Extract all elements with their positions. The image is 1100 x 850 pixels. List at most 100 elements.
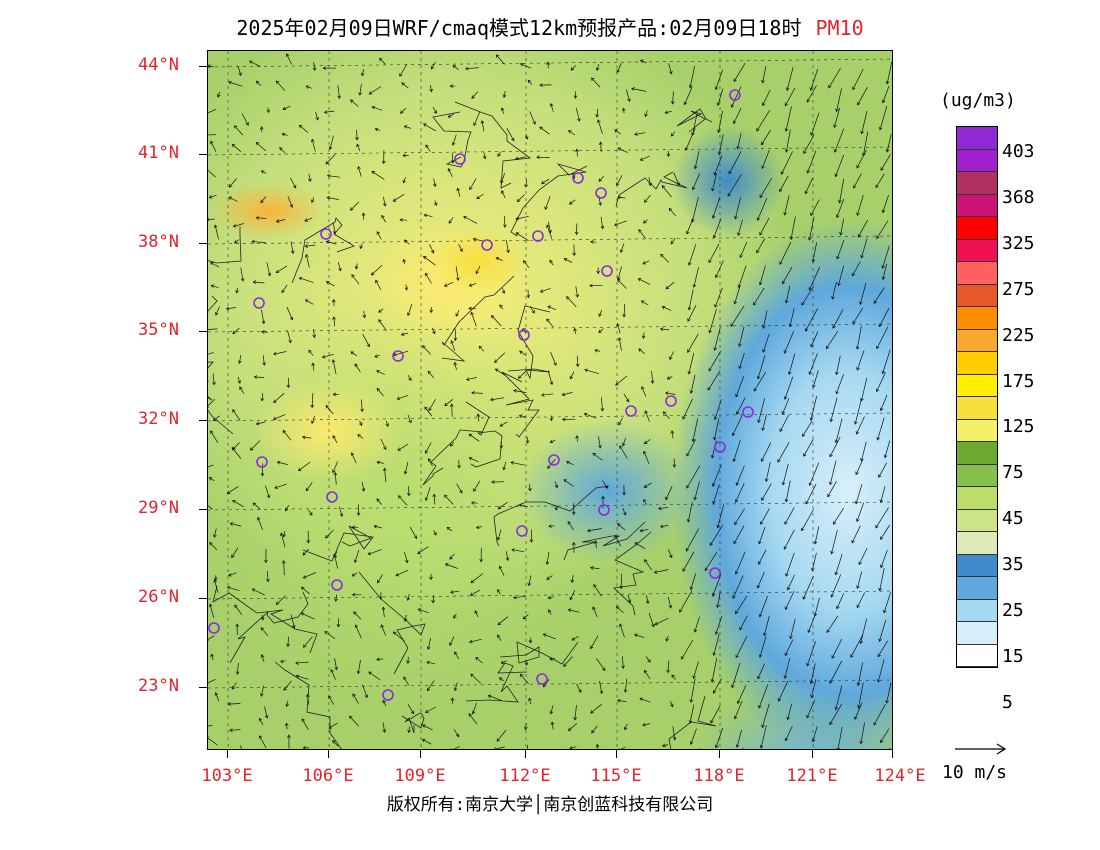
wind-arrowhead <box>328 695 332 699</box>
wind-vector <box>280 660 286 663</box>
wind-vector <box>241 113 249 126</box>
wind-arrowhead <box>660 253 664 258</box>
wind-arrowhead <box>602 667 606 671</box>
wind-arrowhead <box>529 539 534 543</box>
wind-arrowhead <box>325 404 330 409</box>
wind-arrowhead <box>550 721 555 725</box>
wind-arrowhead <box>356 512 361 516</box>
wind-arrowhead <box>856 682 861 687</box>
wind-arrowhead <box>618 623 623 628</box>
wind-vector <box>451 340 455 351</box>
wind-vector <box>311 197 315 203</box>
wind-arrowhead <box>361 488 366 492</box>
wind-arrowhead <box>422 345 426 349</box>
wind-vector <box>634 542 646 549</box>
wind-vector <box>276 595 286 605</box>
wind-vector <box>548 609 552 615</box>
wind-vector <box>591 725 598 734</box>
wind-arrowhead <box>422 724 426 728</box>
wind-arrowhead <box>455 313 459 317</box>
wind-vector <box>562 392 573 396</box>
lon-tick <box>525 750 526 758</box>
wind-arrowhead <box>712 690 717 694</box>
wind-vector <box>481 120 485 132</box>
wind-vector <box>261 309 265 324</box>
boundary-line <box>507 305 551 380</box>
wind-arrowhead <box>645 600 650 605</box>
wind-vector <box>644 670 651 680</box>
wind-arrowhead <box>592 606 596 611</box>
wind-vector <box>210 141 217 153</box>
wind-vector <box>468 307 477 310</box>
wind-vector <box>407 704 414 714</box>
wind-vector <box>600 216 604 229</box>
wind-arrowhead <box>787 371 792 376</box>
wind-arrowhead <box>303 644 307 648</box>
boundary-line <box>422 429 484 486</box>
wind-arrowhead <box>854 500 859 505</box>
wind-vector <box>357 166 362 177</box>
wind-vector <box>429 244 435 254</box>
wind-vector <box>295 661 309 664</box>
wind-vector <box>687 305 697 322</box>
wind-vector <box>584 413 597 419</box>
wind-arrowhead <box>228 184 233 188</box>
wind-arrowhead <box>644 113 648 118</box>
wind-vector <box>404 614 407 622</box>
city-marker <box>331 579 343 591</box>
wind-vector <box>264 706 268 719</box>
wind-vector <box>454 362 457 371</box>
wind-arrowhead <box>644 559 648 563</box>
wind-arrowhead <box>468 283 473 287</box>
wind-vector <box>569 590 576 600</box>
wind-arrowhead <box>213 579 217 583</box>
lat-label: 26°N <box>138 587 179 607</box>
wind-vector <box>617 523 626 531</box>
wind-vector <box>283 680 292 691</box>
wind-vector <box>736 729 742 748</box>
wind-arrowhead <box>470 673 474 678</box>
wind-arrowhead <box>274 485 278 489</box>
wind-vector <box>879 106 888 130</box>
wind-arrowhead <box>784 102 788 107</box>
wind-vector <box>381 215 386 223</box>
wind-vector <box>880 524 890 540</box>
lat-tick <box>199 331 207 332</box>
wind-arrowhead <box>432 330 436 335</box>
wind-arrowhead <box>692 284 697 288</box>
wind-arrowhead <box>670 703 674 708</box>
wind-arrowhead <box>571 541 576 546</box>
wind-vector <box>256 421 266 425</box>
wind-vector <box>757 571 765 589</box>
wind-arrowhead <box>524 184 528 188</box>
wind-arrowhead <box>595 67 600 72</box>
wind-arrowhead <box>231 143 236 148</box>
wind-arrowhead <box>784 128 789 132</box>
legend-level: 368 <box>1002 186 1035 208</box>
wind-vector <box>376 370 385 375</box>
wind-vector <box>728 151 742 174</box>
wind-vector <box>852 68 864 90</box>
wind-arrowhead <box>665 391 669 396</box>
wind-vector <box>337 262 341 271</box>
wind-arrowhead <box>470 579 475 584</box>
wind-arrowhead <box>275 269 280 274</box>
wind-arrowhead <box>336 624 341 628</box>
wind-arrowhead <box>496 537 501 541</box>
wind-arrowhead <box>351 573 356 577</box>
wind-vector <box>688 289 694 310</box>
wind-vector <box>640 59 647 64</box>
wind-vector <box>889 747 891 749</box>
wind-vector <box>690 678 696 703</box>
wind-arrowhead <box>514 156 519 161</box>
wind-arrowhead <box>332 392 336 397</box>
legend-level: 225 <box>1002 324 1035 346</box>
wind-arrowhead <box>334 598 338 602</box>
wind-arrowhead <box>825 345 830 350</box>
wind-vector <box>856 416 865 435</box>
wind-arrowhead <box>451 142 456 146</box>
wind-vector <box>757 355 766 379</box>
wind-arrowhead <box>835 214 840 219</box>
wind-arrowhead <box>248 60 253 64</box>
wind-arrowhead <box>283 687 287 691</box>
